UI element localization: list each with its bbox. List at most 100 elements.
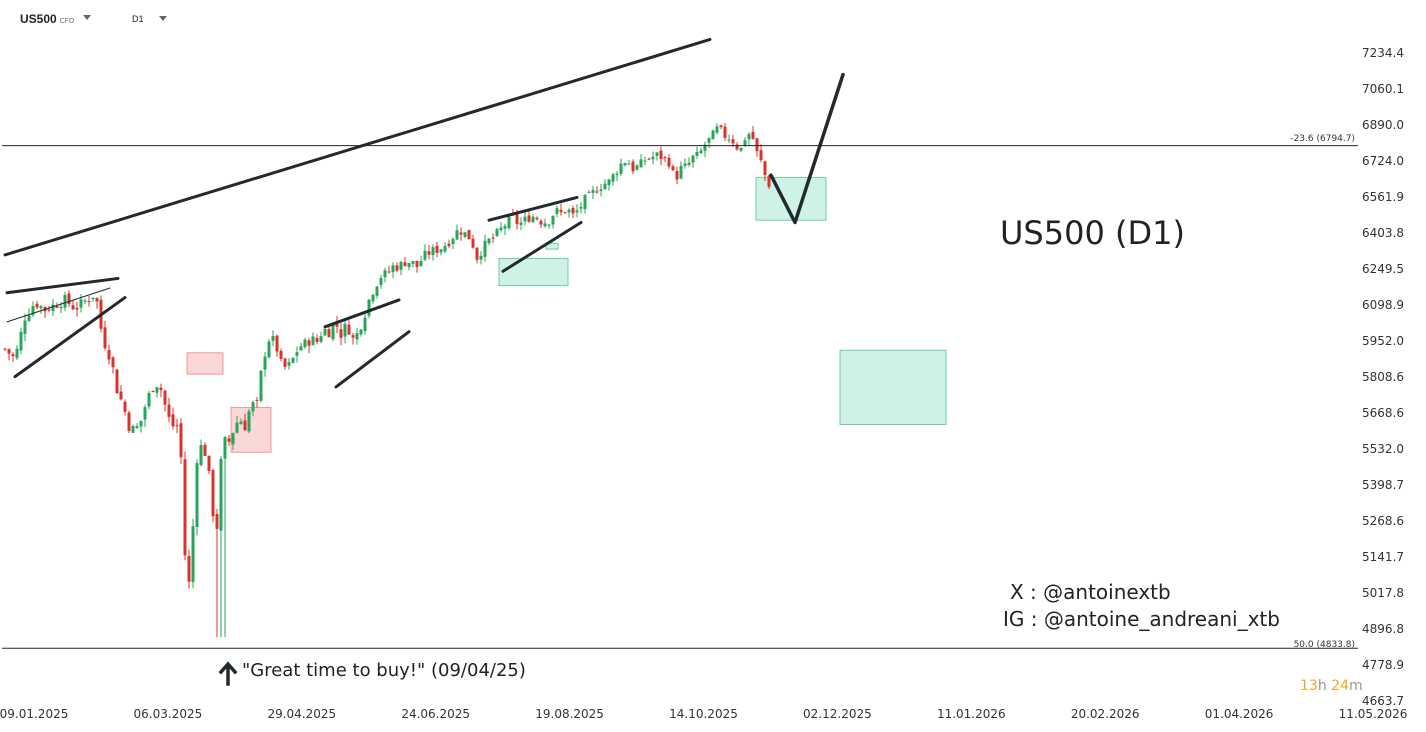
candle-body xyxy=(315,338,319,342)
candle-body xyxy=(479,255,483,260)
candle-body xyxy=(527,215,531,222)
candle-body xyxy=(223,436,227,459)
candle-body xyxy=(171,414,175,427)
candle-body xyxy=(323,329,327,336)
fib-levels-layer xyxy=(2,145,1358,649)
candle-body xyxy=(7,349,11,354)
candle-body xyxy=(543,223,547,227)
candle-body xyxy=(487,238,491,244)
candle-body xyxy=(747,133,751,140)
y-tick-label: 4778.9 xyxy=(1362,658,1404,672)
candle-body xyxy=(287,362,291,366)
candle-body xyxy=(283,358,287,367)
candle-body xyxy=(311,336,315,346)
wedge-1-mid-line xyxy=(6,287,111,323)
long-trendline-line xyxy=(3,37,712,257)
candle-body xyxy=(367,299,371,316)
candle-body xyxy=(267,341,271,358)
candle-body xyxy=(503,225,507,229)
candle-body xyxy=(19,331,23,351)
candle-body xyxy=(435,245,439,253)
candle-body xyxy=(679,165,683,179)
timer-minutes-unit: m xyxy=(1348,678,1363,694)
pattern-lines-layer xyxy=(3,37,845,389)
candle-body xyxy=(123,401,127,412)
y-tick-label: 7060.1 xyxy=(1362,82,1404,96)
chart-title: US500 (D1) xyxy=(1000,214,1185,252)
y-tick-label: 5141.7 xyxy=(1362,550,1404,564)
timer-hours: 13 xyxy=(1300,678,1318,694)
candle-body xyxy=(523,216,527,222)
candle-body xyxy=(187,556,191,582)
candle-body xyxy=(767,175,771,187)
candle-body xyxy=(451,238,455,245)
wedge-1-lower-line xyxy=(13,296,127,379)
symbol-chevron-down-icon[interactable] xyxy=(83,15,91,20)
candle-body xyxy=(507,216,511,229)
candle-body xyxy=(687,162,691,165)
candle-body xyxy=(71,305,75,310)
candle-body xyxy=(459,232,463,235)
candle-body xyxy=(659,150,663,159)
candle-body xyxy=(671,166,675,171)
candle-body xyxy=(307,340,311,346)
candle-body xyxy=(355,333,359,340)
candle-body xyxy=(423,250,427,260)
candle-body xyxy=(139,420,143,427)
candle-body xyxy=(551,215,555,225)
candle-body xyxy=(47,309,51,311)
candle-body xyxy=(259,370,263,401)
candle-body xyxy=(107,349,111,360)
fib-label-lower: 50.0 (4833.8) xyxy=(1293,640,1355,650)
candle-body xyxy=(83,300,87,302)
candle-body xyxy=(235,422,239,433)
candle-body xyxy=(631,161,635,172)
projection-line xyxy=(769,72,845,225)
candle-body xyxy=(35,303,39,308)
candle-body xyxy=(263,356,267,370)
timeframe-selector[interactable]: D1 xyxy=(132,14,144,24)
y-tick-label: 4896.8 xyxy=(1362,622,1404,636)
candle-body xyxy=(491,237,495,239)
candle-body xyxy=(359,329,363,335)
candle-body xyxy=(279,351,283,359)
x-tick-label: 11.05.2026 xyxy=(1338,707,1408,721)
candle-body xyxy=(23,320,27,334)
symbol-selector[interactable]: US500 CFD xyxy=(20,12,74,26)
candle-body xyxy=(371,294,375,302)
candle-body xyxy=(723,126,727,138)
candle-timer: 13h 24m xyxy=(1300,678,1363,694)
x-tick-label: 09.01.2025 xyxy=(0,707,69,721)
candle-body xyxy=(663,157,667,159)
candle-body xyxy=(119,391,123,400)
candle-body xyxy=(167,404,171,417)
candle-body xyxy=(743,140,747,146)
candle-body xyxy=(627,163,631,165)
wedge-3-upper-line xyxy=(487,195,579,222)
timeframe-chevron-down-icon[interactable] xyxy=(159,16,167,21)
x-tick-label: 24.06.2025 xyxy=(401,707,471,721)
timer-hours-unit: h xyxy=(1317,678,1327,694)
candle-body xyxy=(59,306,63,309)
candle-body xyxy=(183,459,187,556)
candle-body xyxy=(539,220,543,225)
candle-body xyxy=(735,144,739,150)
candle-body xyxy=(247,411,251,432)
x-tick-label: 11.01.2026 xyxy=(936,707,1006,721)
candle-body xyxy=(471,238,475,248)
candle-body xyxy=(111,357,115,368)
symbol-name: US500 xyxy=(20,12,57,26)
candle-body xyxy=(299,346,303,351)
candle-body xyxy=(199,445,203,465)
candle-body xyxy=(375,286,379,296)
candle-body xyxy=(559,209,563,213)
candle-body xyxy=(203,444,207,456)
candle-body xyxy=(703,144,707,151)
candle-body xyxy=(675,171,679,180)
candle-body xyxy=(639,159,643,168)
y-tick-label: 6724.0 xyxy=(1362,154,1404,168)
candle-body xyxy=(447,243,451,247)
candle-body xyxy=(463,232,467,237)
candle-body xyxy=(683,163,687,166)
